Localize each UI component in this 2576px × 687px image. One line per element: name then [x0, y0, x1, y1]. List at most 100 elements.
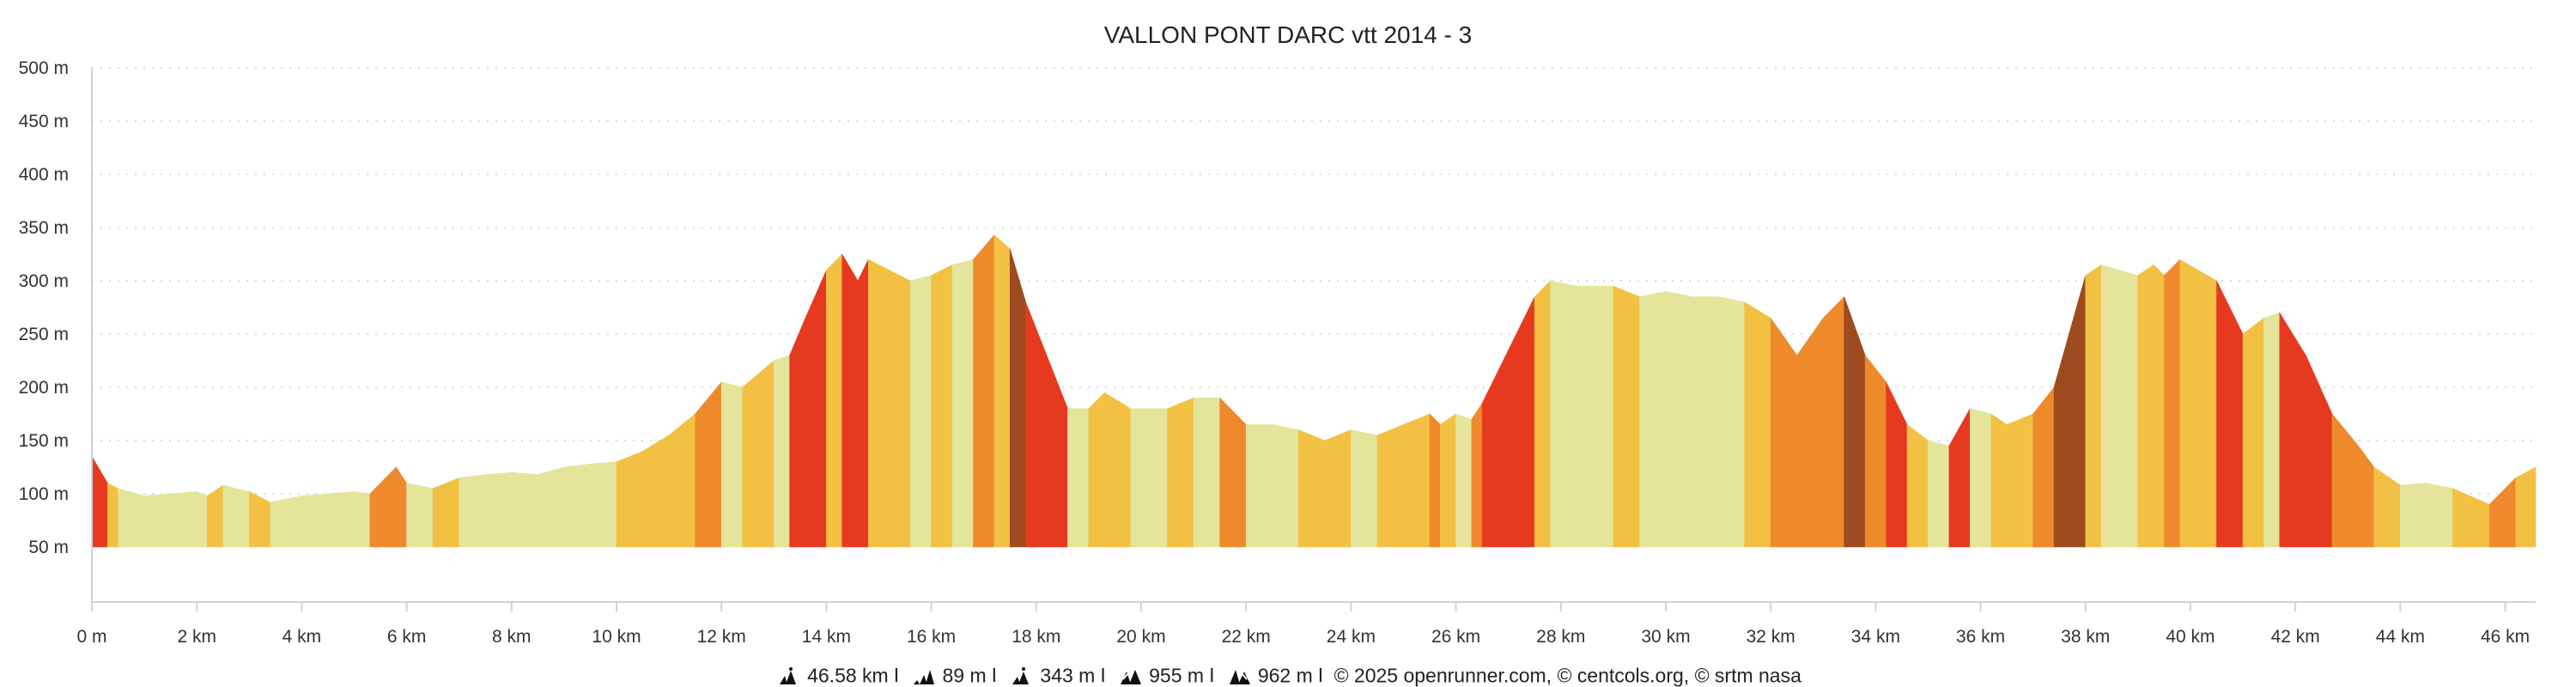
profile-segment — [1455, 413, 1473, 548]
profile-segment — [826, 253, 843, 548]
profile-segment — [867, 258, 890, 548]
profile-segment — [2400, 483, 2427, 548]
x-tick-label: 30 km — [1641, 627, 1690, 647]
profile-segment — [1770, 317, 1798, 548]
profile-segment — [143, 493, 171, 548]
profile-segment — [2373, 466, 2401, 548]
profile-segment — [1906, 423, 1929, 548]
profile-segment — [2426, 483, 2453, 548]
profile-segment — [1928, 440, 1950, 548]
profile-segment — [1103, 392, 1132, 548]
profile-segment — [2242, 317, 2264, 548]
profile-segment — [1822, 295, 1845, 548]
profile-segment — [1717, 296, 1745, 548]
x-tick-label: 16 km — [907, 627, 956, 647]
elevation-profile — [91, 234, 2537, 548]
profile-segment — [2216, 280, 2244, 548]
credits: © 2025 openrunner.com, © centcols.org, ©… — [1334, 664, 1801, 687]
profile-segment — [1550, 280, 1577, 548]
separator: I — [893, 664, 900, 687]
profile-segment — [1613, 285, 1640, 548]
profile-segment — [2053, 313, 2075, 548]
profile-segment — [170, 491, 197, 548]
profile-segment — [2331, 413, 2359, 548]
profile-segment — [616, 450, 643, 548]
y-tick-label: 100 m — [19, 484, 69, 504]
profile-segment — [1067, 408, 1090, 548]
profile-segment — [301, 491, 355, 548]
profile-segment — [2153, 264, 2165, 548]
profile-segment — [2263, 312, 2281, 548]
x-axis: 0 m 2 km 4 km 6 km 8 km 10 km 12 km 14 km 16 km 1… — [76, 602, 2530, 647]
y-tick-label: 300 m — [19, 271, 69, 291]
x-tick-label: 2 km — [177, 627, 216, 647]
x-tick-label: 44 km — [2376, 627, 2425, 647]
profile-segment — [2164, 258, 2181, 548]
profile-segment — [91, 455, 108, 548]
x-tick-label: 8 km — [492, 627, 532, 647]
profile-segment — [1025, 301, 1048, 548]
profile-segment — [2358, 445, 2375, 548]
x-tick-label: 46 km — [2481, 627, 2530, 647]
profile-segment — [1046, 355, 1068, 548]
profile-segment — [993, 234, 1011, 548]
y-tick-label: 250 m — [19, 325, 69, 344]
profile-segment — [1576, 285, 1614, 548]
profile-segment — [1429, 413, 1441, 548]
profile-segment — [2488, 477, 2517, 548]
profile-segment — [2515, 466, 2537, 548]
profile-segment — [1639, 291, 1667, 548]
x-tick-label: 14 km — [802, 627, 851, 647]
max-elevation-icon — [1012, 666, 1030, 684]
profile-segment — [857, 259, 869, 548]
profile-segment — [1167, 397, 1194, 548]
profile-segment — [720, 381, 743, 548]
profile-segment — [1439, 413, 1456, 548]
profile-segment — [2006, 413, 2033, 548]
profile-segment — [354, 491, 371, 548]
y-tick-label: 350 m — [19, 218, 69, 238]
profile-segment — [2032, 386, 2055, 548]
profile-segment — [642, 435, 670, 548]
profile-segment — [538, 466, 565, 548]
profile-segment — [1219, 397, 1247, 548]
y-tick-label: 400 m — [19, 165, 69, 185]
min-elevation-icon — [914, 669, 935, 684]
x-tick-label: 26 km — [1431, 627, 1480, 647]
profile-segment — [1692, 296, 1719, 548]
separator: I — [1317, 664, 1324, 687]
separator: I — [1100, 664, 1106, 687]
profile-segment — [1272, 424, 1299, 548]
profile-segment — [222, 484, 250, 548]
descent-value: 962 m — [1257, 664, 1313, 687]
profile-segment — [2452, 488, 2490, 548]
profile-segment — [973, 234, 995, 548]
profile-segment — [909, 275, 932, 548]
profile-segment — [270, 495, 302, 548]
x-tick-label: 38 km — [2061, 627, 2110, 647]
x-tick-label: 24 km — [1327, 627, 1376, 647]
separator: I — [1209, 664, 1215, 687]
x-tick-label: 18 km — [1012, 627, 1060, 647]
profile-segment — [2085, 264, 2102, 548]
y-axis: 50 m 100 m 150 m 200 m 250 m 300 m 350 m 400 m 4… — [19, 58, 69, 557]
profile-segment — [484, 471, 513, 548]
profile-segment — [1245, 424, 1273, 548]
profile-segment — [1864, 354, 1886, 548]
profile-segment — [1508, 296, 1535, 548]
profile-segment — [1471, 402, 1483, 548]
profile-segment — [207, 484, 224, 548]
profile-segment — [2075, 275, 2087, 548]
x-tick-label: 0 m — [76, 627, 106, 647]
profile-segment — [2100, 264, 2139, 548]
profile-segment — [695, 380, 722, 548]
profile-segment — [118, 488, 145, 548]
descent-icon — [1229, 669, 1250, 684]
profile-segment — [1193, 398, 1220, 548]
profile-segment — [789, 318, 806, 548]
profile-segment — [773, 355, 790, 548]
profile-segment — [590, 461, 617, 548]
y-tick-label: 150 m — [19, 431, 69, 451]
profile-segment — [2179, 258, 2217, 548]
profile-segment — [563, 463, 591, 548]
